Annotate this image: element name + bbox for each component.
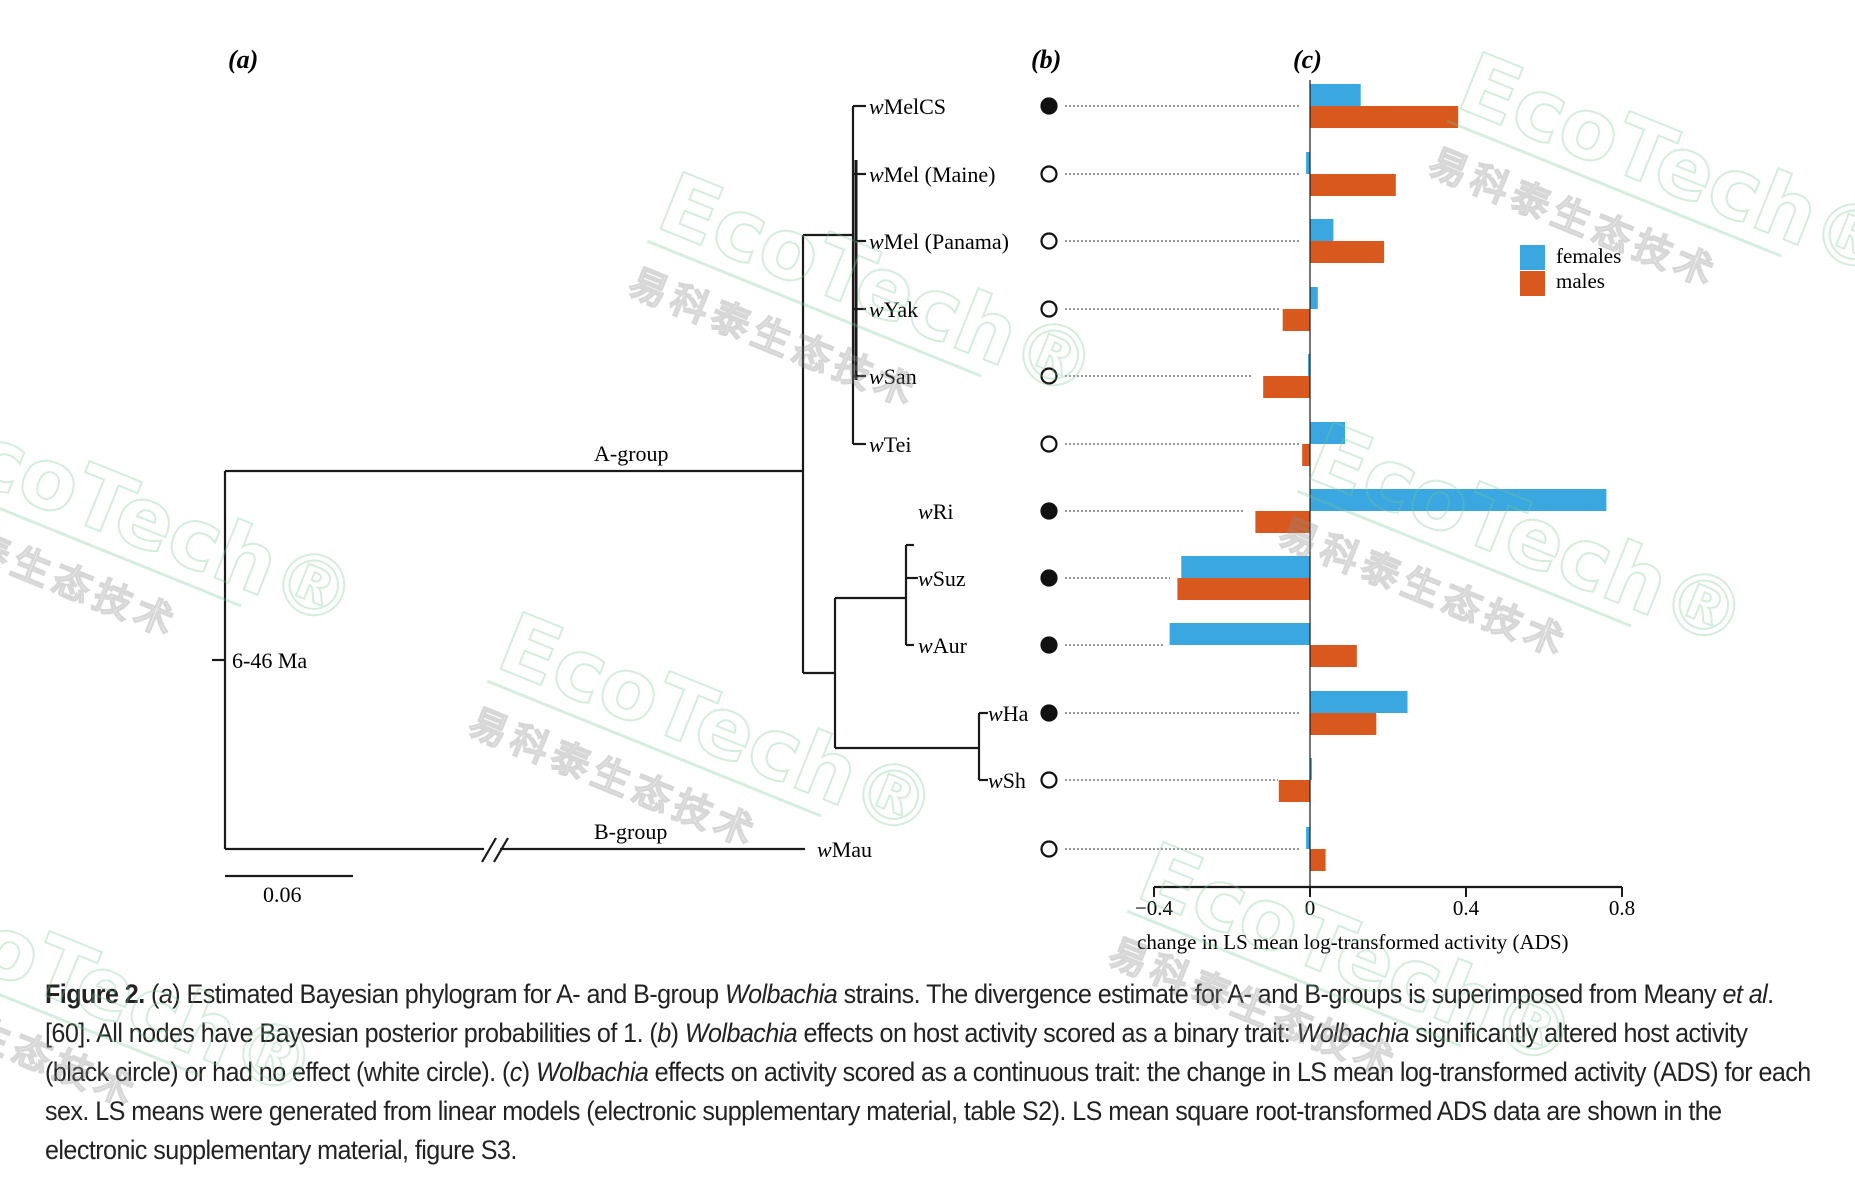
- females-bar: [1310, 84, 1361, 106]
- males-bar: [1310, 645, 1357, 667]
- males-bar: [1310, 713, 1377, 735]
- taxon-label: wYak: [869, 297, 918, 322]
- males-bar: [1310, 174, 1396, 196]
- activity-bar-chart: −0.4 0 0.4 0.8: [1065, 80, 1635, 920]
- taxon-label: wMel (Panama): [869, 229, 1009, 254]
- taxon-label: wMelCS: [869, 94, 946, 119]
- legend-swatch-males: [1520, 271, 1545, 296]
- b-group-label: B-group: [594, 819, 667, 844]
- binary-effect-circles: [1040, 97, 1058, 858]
- females-bar: [1310, 758, 1312, 780]
- panel-b-label: (b): [1031, 45, 1061, 74]
- females-bar: [1308, 354, 1310, 376]
- x-tick-label: 0.4: [1453, 896, 1480, 920]
- females-bar: [1181, 556, 1310, 578]
- a-group-label: A-group: [594, 441, 669, 466]
- males-bar: [1310, 106, 1459, 128]
- taxon-label: wRi: [918, 499, 953, 524]
- legend-swatch-females: [1520, 245, 1545, 270]
- males-bar: [1282, 309, 1310, 331]
- females-bar: [1310, 489, 1607, 511]
- no-effect-circle: [1040, 300, 1058, 318]
- legend: females males: [1520, 244, 1621, 296]
- no-effect-circle: [1040, 840, 1058, 858]
- legend-label-females: females: [1556, 244, 1621, 268]
- males-bar: [1310, 849, 1326, 871]
- taxon-label: wMel (Maine): [869, 162, 995, 187]
- significant-effect-circle: [1040, 704, 1058, 722]
- no-effect-circle: [1040, 367, 1058, 385]
- taxon-label: wSan: [869, 364, 917, 389]
- taxon-label: wSh: [988, 768, 1026, 793]
- females-bar: [1169, 623, 1310, 645]
- males-bar: [1255, 511, 1310, 533]
- taxon-label: wHa: [988, 701, 1029, 726]
- females-bar: [1306, 152, 1310, 174]
- legend-label-males: males: [1556, 269, 1605, 293]
- females-bar: [1310, 287, 1318, 309]
- taxon-label: wAur: [918, 633, 968, 658]
- males-bar: [1278, 780, 1310, 802]
- significant-effect-circle: [1040, 636, 1058, 654]
- panel-c-label: (c): [1293, 45, 1322, 74]
- phylogram: [212, 104, 988, 878]
- taxon-label: wTei: [869, 432, 911, 457]
- figure-2: (a) (b) (c) A-group B-group 6-4: [212, 45, 1635, 954]
- females-bar: [1310, 219, 1334, 241]
- significant-effect-circle: [1040, 502, 1058, 520]
- x-tick-label: 0: [1305, 896, 1316, 920]
- taxon-label: wSuz: [918, 566, 966, 591]
- taxon-label: wMau: [817, 837, 872, 862]
- no-effect-circle: [1040, 232, 1058, 250]
- scale-bar-label: 0.06: [263, 882, 302, 907]
- no-effect-circle: [1040, 435, 1058, 453]
- panel-a-label: (a): [228, 45, 258, 74]
- divergence-label: 6-46 Ma: [232, 648, 307, 673]
- females-bar: [1306, 827, 1310, 849]
- males-bar: [1177, 578, 1310, 600]
- significant-effect-circle: [1040, 569, 1058, 587]
- females-bar: [1310, 422, 1346, 444]
- males-bar: [1302, 444, 1310, 466]
- males-bar: [1310, 241, 1385, 263]
- females-bar: [1310, 691, 1408, 713]
- taxon-labels: wMelCS wMel (Maine) wMel (Panama) wYak wSan w…: [817, 94, 1029, 862]
- significant-effect-circle: [1040, 97, 1058, 115]
- caption-label: Figure 2.: [45, 979, 145, 1009]
- no-effect-circle: [1040, 771, 1058, 789]
- figure-caption: Figure 2. (a) Estimated Bayesian phylogr…: [45, 979, 1811, 1165]
- no-effect-circle: [1040, 165, 1058, 183]
- x-axis-label: change in LS mean log-transformed activi…: [1137, 930, 1569, 954]
- males-bar: [1263, 376, 1310, 398]
- x-tick-label: −0.4: [1135, 896, 1174, 920]
- x-tick-label: 0.8: [1609, 896, 1635, 920]
